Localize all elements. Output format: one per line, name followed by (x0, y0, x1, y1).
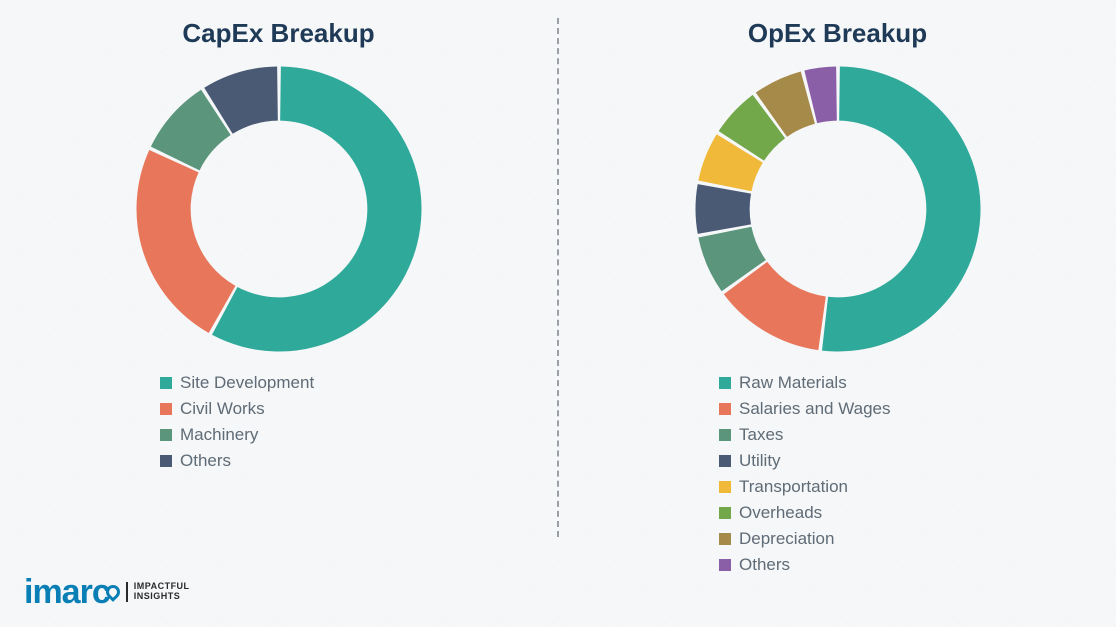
logo-tagline: IMPACTFUL INSIGHTS (126, 582, 190, 602)
legend-swatch (160, 403, 172, 415)
legend-item: Salaries and Wages (719, 399, 891, 419)
legend-swatch (160, 455, 172, 467)
legend-swatch (160, 429, 172, 441)
legend-label: Depreciation (739, 529, 834, 549)
legend-item: Transportation (719, 477, 891, 497)
capex-slice (136, 150, 235, 333)
imarc-logo: imarc IMPACTFUL INSIGHTS (24, 575, 190, 609)
legend-label: Raw Materials (739, 373, 847, 393)
legend-item: Machinery (160, 425, 314, 445)
legend-label: Others (739, 555, 790, 575)
legend-item: Utility (719, 451, 891, 471)
legend-swatch (719, 403, 731, 415)
legend-swatch (719, 377, 731, 389)
legend-item: Site Development (160, 373, 314, 393)
opex-donut-svg (688, 59, 988, 359)
logo-tagline-2: INSIGHTS (134, 591, 181, 601)
opex-panel: OpEx Breakup Raw Materials Salaries and W… (559, 0, 1116, 627)
logo-tagline-1: IMPACTFUL (134, 581, 190, 591)
opex-title: OpEx Breakup (748, 18, 927, 49)
legend-label: Utility (739, 451, 781, 471)
legend-swatch (719, 481, 731, 493)
legend-label: Transportation (739, 477, 848, 497)
legend-label: Others (180, 451, 231, 471)
legend-label: Civil Works (180, 399, 265, 419)
logo-text: imarc (24, 573, 110, 611)
legend-item: Raw Materials (719, 373, 891, 393)
legend-item: Overheads (719, 503, 891, 523)
legend-label: Machinery (180, 425, 258, 445)
legend-label: Site Development (180, 373, 314, 393)
opex-slice (695, 184, 751, 234)
opex-legend: Raw Materials Salaries and Wages Taxes Util… (719, 373, 891, 575)
legend-swatch (160, 377, 172, 389)
legend-swatch (719, 429, 731, 441)
capex-donut (129, 59, 429, 359)
legend-swatch (719, 559, 731, 571)
legend-label: Overheads (739, 503, 822, 523)
capex-donut-svg (129, 59, 429, 359)
opex-slice (821, 67, 980, 352)
legend-item: Depreciation (719, 529, 891, 549)
logo-mark: imarc (24, 575, 120, 609)
capex-panel: CapEx Breakup Site Development Civil Work… (0, 0, 557, 627)
legend-item: Taxes (719, 425, 891, 445)
charts-container: CapEx Breakup Site Development Civil Work… (0, 0, 1116, 627)
legend-label: Taxes (739, 425, 783, 445)
legend-swatch (719, 507, 731, 519)
legend-swatch (719, 533, 731, 545)
legend-swatch (719, 455, 731, 467)
legend-item: Others (160, 451, 314, 471)
legend-item: Civil Works (160, 399, 314, 419)
capex-title: CapEx Breakup (182, 18, 374, 49)
legend-label: Salaries and Wages (739, 399, 891, 419)
opex-donut (688, 59, 988, 359)
capex-legend: Site Development Civil Works Machinery Othe… (160, 373, 314, 471)
legend-item: Others (719, 555, 891, 575)
